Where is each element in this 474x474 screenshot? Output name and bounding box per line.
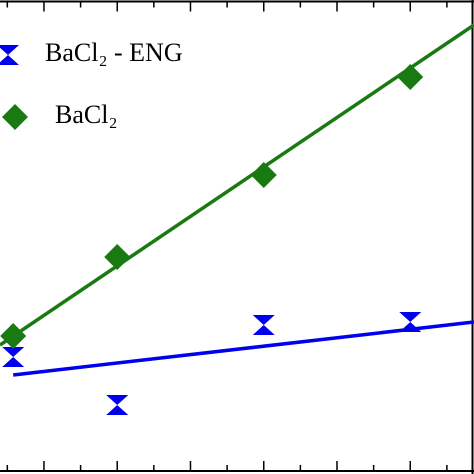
fit-line (12, 320, 474, 377)
diamond-marker (397, 64, 424, 90)
hourglass-marker (399, 312, 422, 332)
hourglass-marker (106, 395, 129, 415)
diamond-marker (0, 323, 27, 349)
fit-line (0, 23, 474, 347)
legend-label: BaCl₂ - ENG (45, 38, 183, 67)
diamond-marker (104, 244, 131, 270)
hourglass-marker (252, 315, 275, 335)
hourglass-marker (0, 45, 19, 65)
hourglass-marker (2, 347, 25, 367)
diamond-marker (2, 104, 28, 130)
diamond-marker (250, 162, 277, 188)
legend-label: BaCl₂ (55, 100, 118, 129)
